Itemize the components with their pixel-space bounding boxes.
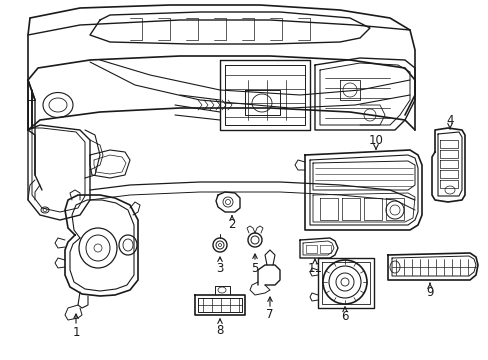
- Text: 1: 1: [72, 325, 80, 338]
- Text: 6: 6: [341, 310, 348, 323]
- Text: 5: 5: [251, 261, 258, 274]
- Text: 10: 10: [368, 134, 383, 147]
- Text: 4: 4: [446, 113, 453, 126]
- Text: 8: 8: [216, 324, 223, 337]
- Text: 9: 9: [426, 285, 433, 298]
- Text: 2: 2: [228, 219, 235, 231]
- Text: 3: 3: [216, 261, 223, 274]
- Text: 11: 11: [307, 261, 322, 274]
- Text: 7: 7: [265, 309, 273, 321]
